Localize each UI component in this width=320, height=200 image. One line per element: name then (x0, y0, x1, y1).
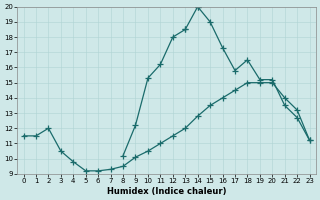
X-axis label: Humidex (Indice chaleur): Humidex (Indice chaleur) (107, 187, 226, 196)
